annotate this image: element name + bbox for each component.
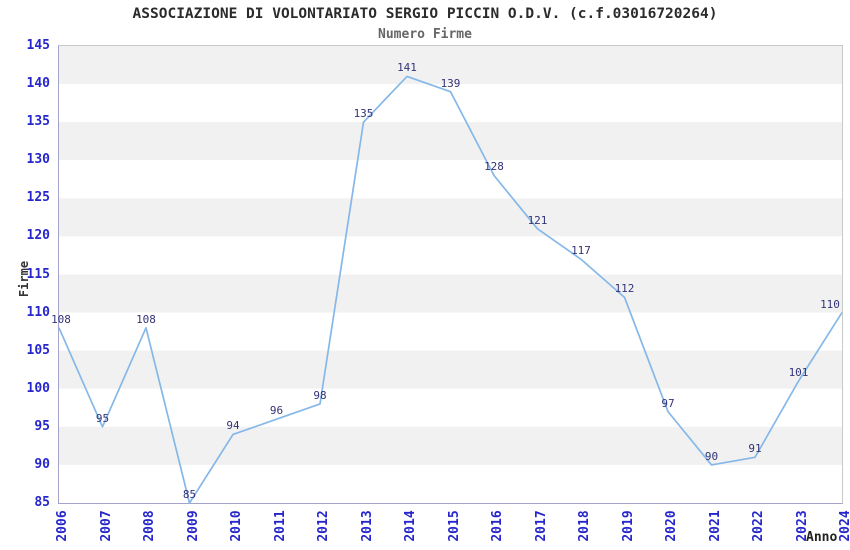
point-label: 135 xyxy=(353,107,374,121)
grid-band xyxy=(59,312,842,351)
y-tick-label: 90 xyxy=(34,456,50,472)
x-axis-title: Anno xyxy=(806,530,838,545)
point-label: 112 xyxy=(614,282,635,296)
grid-band xyxy=(59,236,842,275)
y-axis-title: Firme xyxy=(17,260,31,298)
grid-band xyxy=(59,388,842,427)
chart-subtitle: Numero Firme xyxy=(378,27,472,42)
point-label: 97 xyxy=(661,396,675,410)
point-label: 108 xyxy=(136,312,156,326)
grid-band xyxy=(59,84,842,123)
line-series-svg xyxy=(58,46,843,504)
point-label: 110 xyxy=(820,297,840,311)
x-tick-label: 2012 xyxy=(316,510,331,542)
grid-band xyxy=(59,122,842,161)
y-tick-label: 130 xyxy=(26,152,50,168)
x-tick-label: 2021 xyxy=(707,510,723,542)
point-label: 90 xyxy=(704,449,719,463)
x-tick-label: 2015 xyxy=(446,510,462,542)
x-tick-label: 2009 xyxy=(185,510,201,542)
point-label: 141 xyxy=(397,61,417,75)
grid-band xyxy=(59,426,842,465)
x-tick-label: 2014 xyxy=(403,510,418,542)
x-tick-label: 2016 xyxy=(490,510,505,542)
x-tick-label: 2018 xyxy=(577,510,592,542)
chart-title: ASSOCIAZIONE DI VOLONTARIATO SERGIO PICC… xyxy=(132,6,718,22)
point-label: 139 xyxy=(440,76,461,90)
x-tick-label: 2017 xyxy=(533,510,549,542)
point-label: 96 xyxy=(269,404,284,418)
point-label: 121 xyxy=(527,213,548,227)
x-tick-label: 2024 xyxy=(838,510,850,542)
y-tick-label: 120 xyxy=(26,228,50,244)
point-label: 98 xyxy=(313,388,327,402)
y-tick-label: 85 xyxy=(34,495,50,510)
y-tick-label: 135 xyxy=(26,114,50,130)
x-tick-label: 2022 xyxy=(751,510,766,542)
y-tick-label: 100 xyxy=(26,380,50,396)
point-label: 95 xyxy=(95,411,110,425)
x-tick-label: 2011 xyxy=(272,510,288,542)
grid-band xyxy=(59,350,842,389)
point-label: 128 xyxy=(484,160,504,174)
x-tick-label: 2020 xyxy=(664,510,679,542)
x-tick-label: 2010 xyxy=(229,510,244,542)
point-label: 94 xyxy=(226,419,240,433)
x-tick-label: 2013 xyxy=(359,510,375,542)
point-label: 117 xyxy=(571,244,591,258)
y-tick-label: 125 xyxy=(26,190,50,206)
grid-band xyxy=(59,274,842,313)
data-line xyxy=(58,75,843,504)
point-label: 85 xyxy=(182,488,197,501)
y-tick-label: 105 xyxy=(26,342,50,358)
x-tick-label: 2007 xyxy=(98,510,114,542)
point-label: 101 xyxy=(788,366,809,380)
grid-band xyxy=(59,464,842,503)
y-tick-label: 140 xyxy=(26,76,50,92)
y-tick-label: 95 xyxy=(34,418,50,434)
x-tick-label: 2006 xyxy=(55,510,70,542)
point-label: 91 xyxy=(748,442,762,456)
point-label: 108 xyxy=(51,312,71,326)
grid-band xyxy=(59,46,842,85)
plot-area: 108 95 108 85 94 96 98 135 141 139 128 121 117 112 97 9… xyxy=(51,45,843,504)
grid-band xyxy=(59,160,842,199)
x-tick-label: 2008 xyxy=(142,510,157,542)
x-tick-label: 2019 xyxy=(620,510,636,542)
grid-band xyxy=(59,198,842,237)
